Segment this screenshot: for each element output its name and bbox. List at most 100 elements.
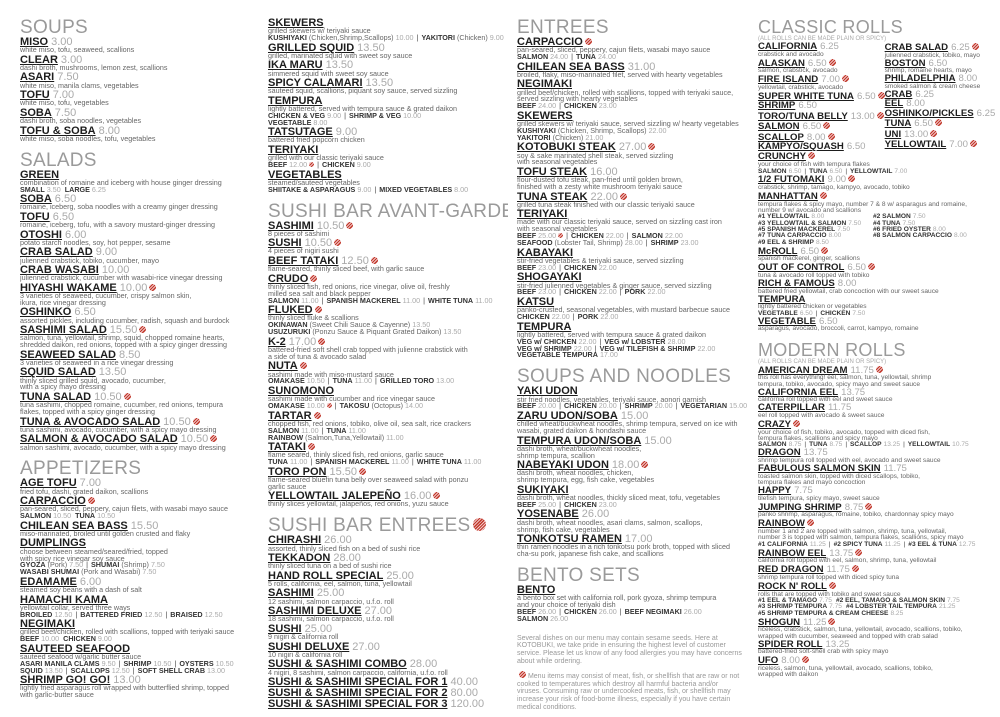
- option: OMAKASE 10.00: [268, 401, 332, 410]
- option-price: 3.50: [46, 184, 61, 194]
- item-name: CALIFORNIA: [758, 41, 818, 52]
- option-label: OMAKASE: [268, 376, 305, 386]
- raw-warning-icon: [801, 656, 809, 664]
- section-subtitle: (ALL ROLLS CAN BE MADE PLAIN OR SPICY): [758, 36, 887, 42]
- item-description: 12 sashimi, salmon carpaccio, u.f.o. rol…: [268, 596, 394, 606]
- item-name: CARPACCIO: [517, 36, 583, 48]
- option: KUSHIYAKI (Chicken,Shrimp,Scallops) 10.00: [268, 33, 414, 42]
- item-description: tempura flakes, scallions and spicy mayo: [758, 435, 878, 443]
- note-paragraph: Several dishes on our menu may contain s…: [517, 635, 742, 665]
- item-description: fried tofu, dashi, grated daikon, scalli…: [20, 486, 149, 496]
- menu-item: NABEYAKI UDON 18.00 dashi broth, wheat noo…: [517, 460, 755, 484]
- option-price: 7.50: [69, 560, 84, 570]
- item-description: shrimp tempura roll topped with eel, avo…: [758, 457, 941, 465]
- item-description: white miso, tofu, seaweed, scallions: [20, 45, 135, 55]
- option-price: 11.00: [475, 295, 493, 305]
- item-description: assorted pickles, including cucumber, ra…: [20, 315, 230, 325]
- item-name: OUT OF CONTROL: [758, 262, 845, 274]
- menu-item: SOBA 6.50 romaine, iceberg, soba noodles w…: [20, 194, 258, 211]
- raw-warning-icon: [87, 497, 95, 505]
- item-name: CRUDO: [268, 272, 309, 285]
- menu-item: SUSHI & SASHIMI SPECIAL FOR 1 40.00: [268, 677, 508, 688]
- item-price: 9.00: [827, 174, 847, 186]
- menu-item: SPIDER ROLL 13.25 battered-fried soft-shel…: [758, 639, 996, 656]
- option-grid: #1 YELLOWTAIL 8.00 #2 SALMON 7.50 #3 YELLOWT…: [758, 214, 996, 246]
- item-price: 7.50: [54, 106, 77, 119]
- item-price: 8.00: [906, 98, 925, 110]
- item-title: TATSUTAGE 9.00: [268, 127, 508, 138]
- item-description: yellowtail collar, served three ways: [20, 602, 131, 612]
- item-title: TUNA & AVOCADO SALAD 10.50: [20, 416, 258, 427]
- section-heading: APPETIZERS: [20, 459, 258, 478]
- raw-warning-icon: [123, 392, 131, 400]
- item-name: GRILLED SQUID: [268, 41, 355, 54]
- item-title: RICH & FAMOUS 8.00: [758, 279, 996, 289]
- item-title: HIYASHI WAKAME 10.00: [20, 282, 258, 293]
- item-title: TOFU 7.00: [20, 90, 258, 101]
- option-price: 23.00: [538, 262, 557, 272]
- menu-item: CALIFORNIA EEL 13.75 california roll toppe…: [758, 387, 996, 404]
- menu-item: RAINBOW EEL 13.75 california roll topped w…: [758, 548, 996, 565]
- option-label: #3 SHRIMP TEMPURA: [758, 603, 828, 611]
- menu-item: TOFU 6.50 romaine, iceberg, tofu, with a s…: [20, 211, 258, 229]
- item-description: spanish mackerel, ginger, scallions: [758, 255, 860, 263]
- item-title: TATAKI: [268, 442, 508, 453]
- item-description: grilled with our classic teriyaki sauce: [268, 153, 384, 163]
- menu-item: ROCK N' ROLL rolls that are topped with t…: [758, 582, 996, 617]
- item-price: 7.00: [821, 74, 840, 86]
- item-name: OTOSHI: [20, 228, 62, 241]
- menu-item: TATSUTAGE 9.00 battered fried popcorn chic…: [268, 127, 508, 144]
- item-description: stir fried noodles, vegetables, teriyaki…: [517, 394, 706, 404]
- item-title: TUNA STEAK 22.00: [517, 191, 755, 202]
- option-price: 9.00: [357, 184, 372, 194]
- menu-item: NUTA sashimi made with miso-mustard sauce…: [268, 361, 508, 386]
- item-title: SUNOMONO: [268, 385, 508, 396]
- item-title: EDAMAME 6.00: [20, 576, 258, 587]
- option-label: TUNA: [332, 376, 353, 386]
- raw-warning-icon: [307, 443, 315, 451]
- item-description: shrimp tempura roll topped with diced sp…: [758, 574, 900, 582]
- item-description: with a spicy mayo dressing: [20, 382, 106, 392]
- option-price: 22.00: [664, 231, 683, 241]
- option-price: 22.00: [598, 287, 617, 297]
- option-label: #3 YELLOWTAIL & SALMON: [758, 219, 847, 227]
- item-title: SOBA 6.50: [20, 194, 258, 205]
- item-description: made with our classic teriyaki sauce, se…: [517, 217, 722, 227]
- menu-item: CATERPILLAR 11.75 eel roll topped with avo…: [758, 403, 996, 419]
- item-title: OSHINKO 6.50: [20, 307, 258, 318]
- menu-item: HAMACHI KAMA yellowtail collar, served th…: [20, 594, 258, 619]
- section-title: APPETIZERS: [20, 458, 142, 480]
- item-description: shrimp tempura, scallion: [517, 450, 595, 460]
- section-title: SUSHI BAR ENTREES: [268, 515, 471, 537]
- option-price: 28.00: [667, 336, 686, 346]
- option-label: #3 EEL & TUNA: [908, 540, 957, 548]
- option-note: (Sweet Chili Sauce & Cayenne): [309, 320, 411, 330]
- section-title: SOUPS: [20, 18, 89, 38]
- item-name: SKEWERS: [517, 109, 573, 122]
- section-title: SOUPS AND NOODLES: [517, 366, 732, 388]
- item-title: SUPER WHITE TUNA 6.50: [758, 92, 885, 102]
- menu-item: SHRIMP 6.50: [758, 101, 885, 111]
- raw-warning-icon: [828, 582, 836, 590]
- option-label: BROILED: [20, 609, 53, 619]
- item-name: UNI: [884, 128, 902, 140]
- option-price: 6.50: [799, 309, 813, 317]
- item-price: 3.00: [60, 53, 83, 66]
- item-title: NABEYAKI UDON 18.00: [517, 460, 755, 471]
- raw-warning-icon: [827, 132, 835, 140]
- item-name: TONKOTSU RAMEN: [517, 533, 622, 545]
- menu-item: SAUTEED SEAFOOD sauteed seafood w/garlic …: [20, 643, 258, 675]
- menu-item: KATSU panko-crusted, seasonal vegetables,…: [517, 296, 755, 321]
- item-price: 16.00: [403, 490, 432, 503]
- option: #3 YELLOWTAIL & SALMON 7.50: [758, 219, 873, 227]
- item-name: TUNA: [884, 118, 912, 130]
- option-price: 24.00: [550, 52, 569, 62]
- item-title: SALMON 6.50: [758, 122, 885, 132]
- item-title: VEGETABLE 6.50: [758, 316, 996, 327]
- section-title: SALADS: [20, 149, 97, 171]
- option-price: 22.00: [647, 287, 666, 297]
